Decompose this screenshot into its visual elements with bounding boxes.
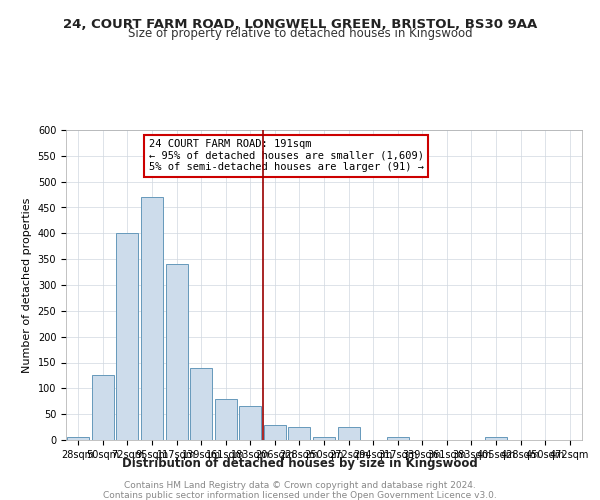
Bar bbox=[141, 197, 163, 440]
Y-axis label: Number of detached properties: Number of detached properties bbox=[22, 198, 32, 372]
Bar bbox=[239, 406, 262, 440]
Text: Contains HM Land Registry data © Crown copyright and database right 2024.: Contains HM Land Registry data © Crown c… bbox=[124, 481, 476, 490]
Text: 24, COURT FARM ROAD, LONGWELL GREEN, BRISTOL, BS30 9AA: 24, COURT FARM ROAD, LONGWELL GREEN, BRI… bbox=[63, 18, 537, 30]
Bar bbox=[190, 368, 212, 440]
Bar bbox=[485, 438, 507, 440]
Text: Distribution of detached houses by size in Kingswood: Distribution of detached houses by size … bbox=[122, 458, 478, 470]
Bar bbox=[116, 234, 139, 440]
Bar bbox=[166, 264, 188, 440]
Bar bbox=[264, 424, 286, 440]
Text: 24 COURT FARM ROAD: 191sqm
← 95% of detached houses are smaller (1,609)
5% of se: 24 COURT FARM ROAD: 191sqm ← 95% of deta… bbox=[149, 140, 424, 172]
Text: Size of property relative to detached houses in Kingswood: Size of property relative to detached ho… bbox=[128, 28, 472, 40]
Text: Contains public sector information licensed under the Open Government Licence v3: Contains public sector information licen… bbox=[103, 491, 497, 500]
Bar bbox=[215, 398, 237, 440]
Bar bbox=[386, 438, 409, 440]
Bar bbox=[289, 427, 310, 440]
Bar bbox=[92, 376, 114, 440]
Bar bbox=[67, 438, 89, 440]
Bar bbox=[313, 438, 335, 440]
Bar bbox=[338, 427, 359, 440]
